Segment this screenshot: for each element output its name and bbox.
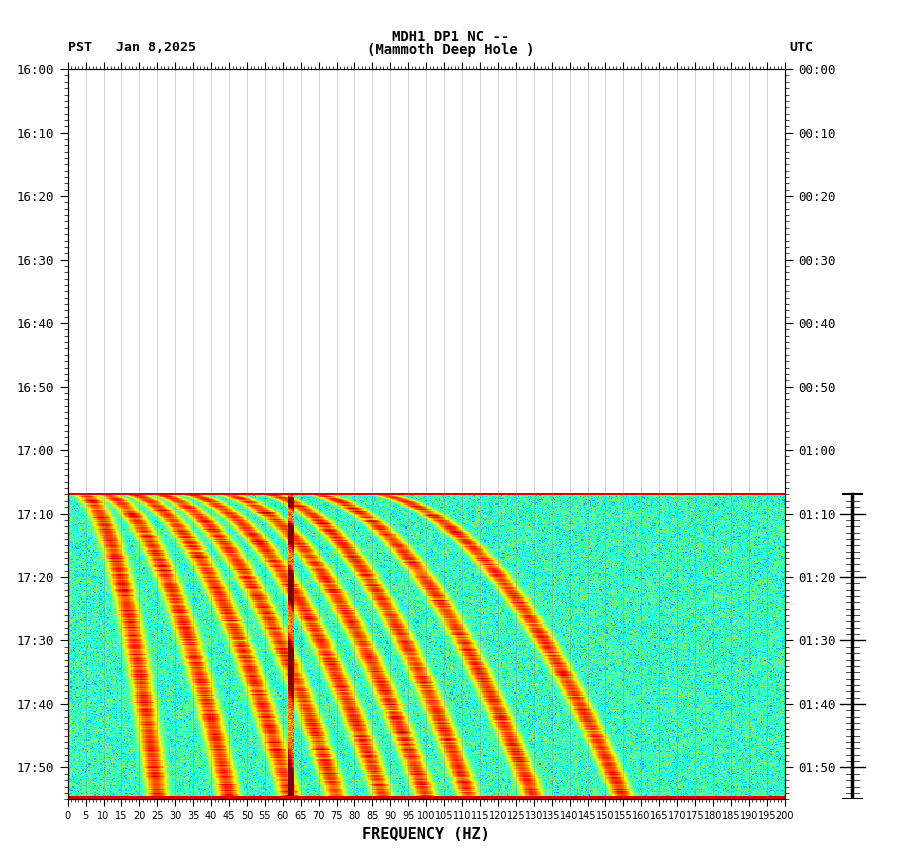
X-axis label: FREQUENCY (HZ): FREQUENCY (HZ) [363,827,490,842]
Text: (Mammoth Deep Hole ): (Mammoth Deep Hole ) [367,43,535,57]
Text: UTC: UTC [789,41,814,54]
Text: PST   Jan 8,2025: PST Jan 8,2025 [68,41,196,54]
Text: MDH1 DP1 NC --: MDH1 DP1 NC -- [392,30,510,44]
